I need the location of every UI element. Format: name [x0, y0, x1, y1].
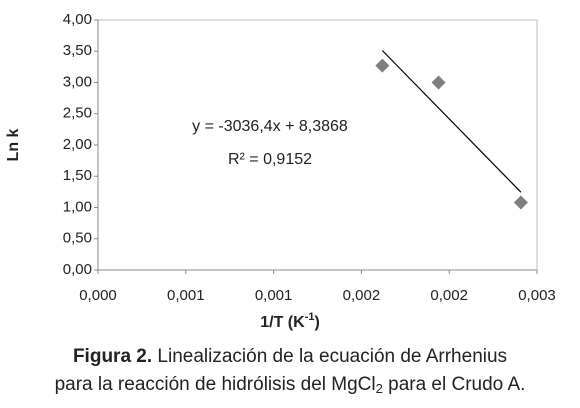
point — [431, 75, 446, 90]
x-tick-label: 0,001 — [255, 287, 293, 304]
plot-area — [97, 19, 538, 271]
y-tick-label: 3,50 — [63, 42, 92, 59]
y-tick-label: 0,50 — [63, 230, 92, 247]
trendline — [381, 50, 522, 193]
caption-line-1: Figura 2. Linealización de la ecuación d… — [73, 346, 507, 367]
x-title-end: ) — [314, 314, 319, 331]
point — [513, 195, 528, 210]
x-tick-label: 0,002 — [430, 287, 468, 304]
x-tick-label: 0,000 — [79, 287, 117, 304]
x-title-main: 1/T (K — [260, 314, 305, 331]
equation: y = -3036,4x + 8,3868 — [192, 118, 348, 135]
caption-text: Linealización de la ecuación de Arrheniu… — [152, 346, 507, 367]
caption-line-2: para la reacción de hidrólisis del MgCl2… — [55, 374, 526, 396]
x-tick-label: 0,003 — [518, 287, 556, 304]
y-tick-label: 2,50 — [63, 105, 92, 122]
y-tick-label: 4,00 — [63, 11, 92, 28]
y-tick-label: 3,00 — [63, 73, 92, 90]
caption-text: para el Crudo A. — [383, 374, 526, 395]
r-squared: R² = 0,9152 — [228, 151, 312, 168]
x-tick-label: 0,001 — [167, 287, 205, 304]
caption-sub: 2 — [376, 381, 383, 396]
y-tick-label: 1,50 — [63, 167, 92, 184]
caption-text: para la reacción de hidrólisis del MgCl — [55, 374, 376, 395]
x-title-sup: -1 — [305, 311, 315, 323]
x-axis-title: 1/T (K-1) — [260, 311, 320, 331]
caption-label: Figura 2. — [73, 346, 152, 367]
y-tick-label: 2,00 — [63, 136, 92, 153]
y-tick-label: 1,00 — [63, 198, 92, 215]
y-tick-label: 0,00 — [63, 261, 92, 278]
point — [375, 58, 390, 73]
x-tick-label: 0,002 — [343, 287, 381, 304]
y-axis-title: Ln k — [5, 128, 22, 161]
